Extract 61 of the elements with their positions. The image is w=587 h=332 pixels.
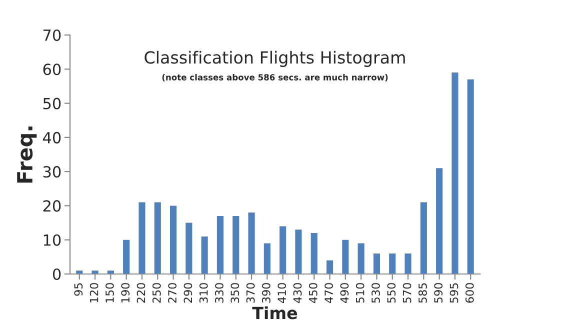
bar [436,168,443,274]
bar [326,260,334,274]
x-tick-label: 330 [215,283,224,303]
bar [216,216,224,274]
x-tick-label: 390 [262,283,270,303]
x-tick-label: 550 [387,283,396,303]
bar [170,206,177,274]
x-tick-label: 510 [356,283,364,303]
x-tick-label: 120 [90,283,98,302]
y-tick-label: 0 [52,268,61,280]
x-tick-label: 270 [168,283,177,303]
x-tick-label: 310 [199,283,208,303]
x-tick-label: 370 [246,283,255,303]
y-tick-label: 70 [43,29,61,42]
bar [310,233,318,274]
bar [373,254,380,274]
bar [123,240,130,274]
x-tick-label: 150 [106,283,114,302]
x-tick-label: 430 [293,283,302,303]
text: Classification Flights Histogram [144,50,405,67]
x-tick-label: 450 [308,283,318,303]
bar [404,254,412,274]
y-tick-label: 60 [43,64,61,76]
bar [280,226,286,274]
x-tick-label: 350 [230,283,240,303]
bar [467,79,474,274]
x-tick-label: 250 [152,283,161,303]
x-tick-label: 95 [74,283,83,296]
x-tick-label: 470 [324,283,333,303]
x-tick-label: 585 [418,283,427,303]
x-tick-label: 530 [372,283,380,303]
bar [342,240,349,274]
bar [420,202,427,274]
y-tick-label: 30 [43,166,61,178]
bar [186,222,192,274]
bar [232,216,240,274]
bar [389,254,396,274]
x-tick-label: 570 [402,283,412,303]
bar [452,72,458,274]
y-tick-label: 50 [43,98,61,110]
x-tick-label: 190 [121,283,130,302]
x-tick-label: 410 [278,283,286,303]
bar [248,212,255,274]
bar [201,236,208,274]
bar [264,243,270,274]
x-axis-title: Time [252,306,298,320]
y-tick-label: 10 [44,234,61,246]
bar [358,243,364,274]
y-tick-label: 40 [42,132,61,144]
y-axis-title: Freq. [17,126,37,183]
x-tick-label: 220 [136,283,146,303]
x-tick-label: 290 [184,283,192,303]
text: (note classes above 586 secs. are much narrow) [162,74,388,82]
x-tick-label: 490 [340,283,349,303]
bar [295,230,302,274]
y-tick-label: 20 [43,200,61,212]
x-tick-label: 600 [465,283,474,303]
bar [154,202,161,274]
x-tick-label: 590 [434,283,443,303]
x-tick-label: 595 [450,283,458,303]
bar [138,202,146,274]
